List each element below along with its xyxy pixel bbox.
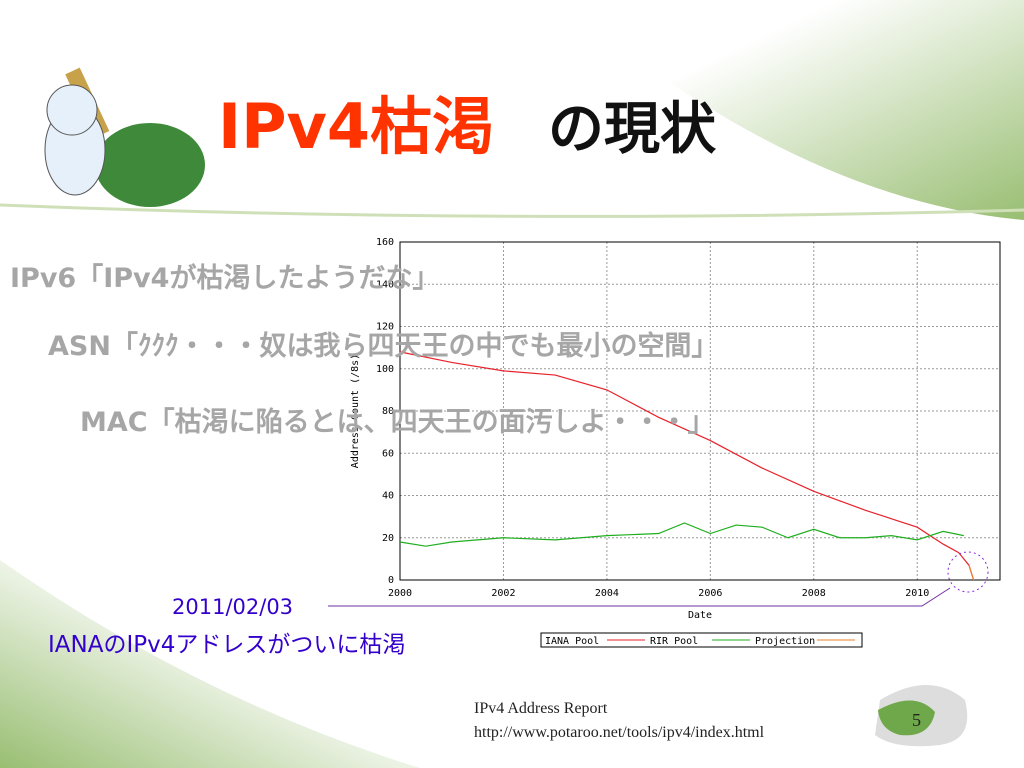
y-tick-label: 140 <box>376 279 394 290</box>
y-tick-label: 40 <box>382 491 394 502</box>
y-tick-label: 0 <box>388 575 394 586</box>
title-main: IPv4枯渇 <box>218 90 494 163</box>
y-tick-label: 100 <box>376 364 394 375</box>
y-tick-label: 160 <box>376 237 394 248</box>
legend-label: Projection <box>755 636 815 647</box>
page-number: 5 <box>912 710 921 730</box>
x-tick-label: 2010 <box>905 588 929 599</box>
decor <box>560 0 1024 220</box>
title-rest: の現状 <box>548 97 717 162</box>
decor <box>0 560 420 768</box>
legend-label: IANA Pool <box>545 636 599 647</box>
page-badge <box>878 700 935 736</box>
plot-frame <box>399 241 1001 581</box>
annotation-date: 2011/02/03 <box>172 595 293 619</box>
legend-label: RIR Pool <box>650 636 698 647</box>
legend-box <box>540 632 863 648</box>
footer-source: IPv4 Address Report <box>474 700 608 717</box>
y-tick-label: 120 <box>376 322 394 333</box>
chart: 0 20 40 60 80 100 120 140 160 2000 2002 2004 2006 200… <box>350 237 1001 648</box>
x-tick-label: 2006 <box>698 588 722 599</box>
footer-url: http://www.potaroo.net/tools/ipv4/index.… <box>474 724 765 741</box>
x-tick-label: 2002 <box>491 588 515 599</box>
mascot <box>44 67 205 207</box>
x-tick-label: 2008 <box>802 588 826 599</box>
series-line <box>968 565 975 581</box>
series-line <box>399 522 964 547</box>
divider <box>0 203 1024 218</box>
highlight-circle <box>947 551 989 593</box>
y-tick-label: 80 <box>382 406 394 417</box>
x-tick-label: 2004 <box>595 588 619 599</box>
x-tick-label: 2000 <box>388 588 412 599</box>
overlay-line: ASN「ｸｸｸ・・・奴は我ら四天王の中でも最小の空間」 <box>48 330 718 362</box>
series-line <box>399 351 975 581</box>
annotation-text: IANAのIPv4アドレスがついに枯渇 <box>48 632 405 658</box>
chart-image <box>345 233 1010 628</box>
overlay-line: IPv6「IPv4が枯渇したようだな」 <box>10 262 439 294</box>
annotation-arrow <box>328 587 951 607</box>
y-axis-label: Address Count (/8s) <box>350 354 361 468</box>
y-tick-label: 60 <box>382 448 394 459</box>
y-tick-label: 20 <box>382 533 394 544</box>
overlay-line: MAC「枯渇に陥るとは、四天王の面汚しよ・・・」 <box>80 406 715 438</box>
x-axis-label: Date <box>688 610 712 621</box>
